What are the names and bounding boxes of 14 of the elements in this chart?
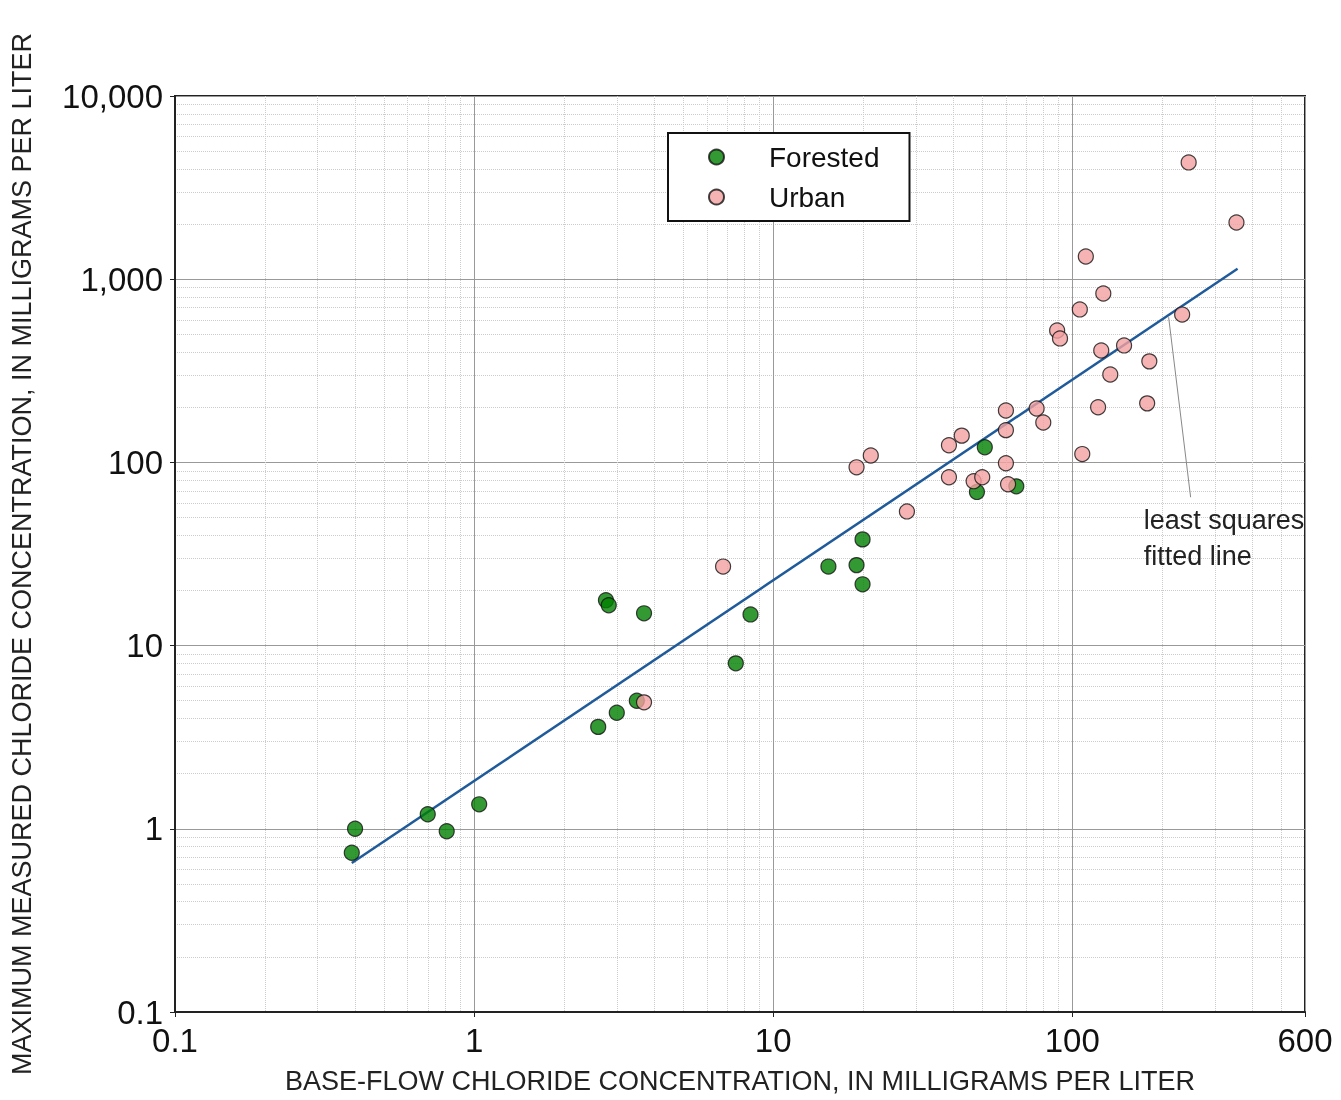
x-tick-label: 10 xyxy=(754,1022,792,1059)
y-tick-label: 10 xyxy=(126,627,163,665)
y-tick-label: 10,000 xyxy=(62,77,163,115)
legend-label: Urban xyxy=(769,181,846,213)
y-tick-label: 100 xyxy=(107,443,163,481)
legend-label: Forested xyxy=(769,141,880,173)
x-tick-label: 1 xyxy=(464,1022,484,1059)
x-axis-title: BASE-FLOW CHLORIDE CONCENTRATION, IN MILLIGRAMS PER LITER xyxy=(284,1065,1196,1096)
x-tick-label: 100 xyxy=(1044,1022,1100,1059)
x-tick-label: 600 xyxy=(1277,1022,1333,1059)
y-tick-label: 1 xyxy=(144,810,163,848)
y-axis-title: MAXIMUM MEASURED CHLORIDE CONCENTRATION, IN MILLIGRAMS PER LITER xyxy=(6,32,37,1076)
annotation: least squares fitted line xyxy=(1143,505,1305,572)
y-tick-label: 1,000 xyxy=(80,260,163,298)
